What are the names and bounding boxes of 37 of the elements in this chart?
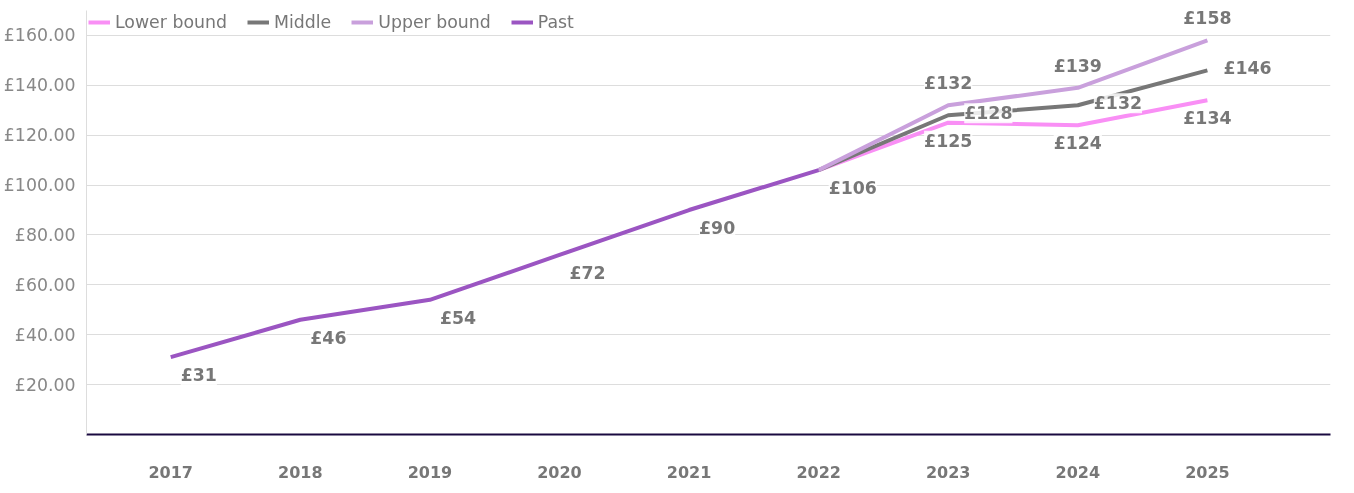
data-label: £132 [1093,93,1143,114]
data-label: £125 [924,130,973,151]
legend-label: Middle [273,12,332,32]
data-label: £158 [1183,8,1232,29]
y-tick-label: £60.00 [14,274,76,295]
data-label: £134 [1183,108,1232,129]
data-label: £90 [699,218,736,239]
y-tick-label: £20.00 [14,374,76,395]
data-label: £124 [1053,133,1102,154]
x-tick-label: 2022 [796,462,841,482]
y-tick-label: £40.00 [14,324,76,345]
data-label: £146 [1223,58,1272,79]
x-tick-label: 2024 [1055,462,1101,482]
y-tick-label: £120.00 [3,125,76,146]
y-tick-label: £160.00 [3,25,76,46]
data-label: £46 [310,327,347,348]
data-label: £54 [439,307,477,328]
y-tick-label: £100.00 [3,175,76,196]
legend-label: Past [537,12,574,32]
data-label: £139 [1053,55,1102,76]
x-tick-label: 2019 [407,462,453,482]
line-series [168,168,821,360]
x-tick-label: 2025 [1185,462,1230,482]
y-tick-label: £140.00 [3,75,76,96]
x-tick-label: 2020 [537,462,582,482]
data-label: £106 [828,178,877,199]
data-label: £128 [964,103,1013,124]
data-label: £72 [569,262,606,283]
data-label: £132 [924,73,973,94]
x-tick-label: 2017 [148,462,193,482]
y-tick-label: £80.00 [14,224,76,245]
data-label: £31 [180,365,217,386]
x-tick-label: 2018 [278,462,323,482]
legend-label: Lower bound [115,12,227,32]
x-tick-label: 2021 [666,462,712,482]
legend-label: Upper bound [378,12,491,32]
x-tick-label: 2023 [925,462,971,482]
